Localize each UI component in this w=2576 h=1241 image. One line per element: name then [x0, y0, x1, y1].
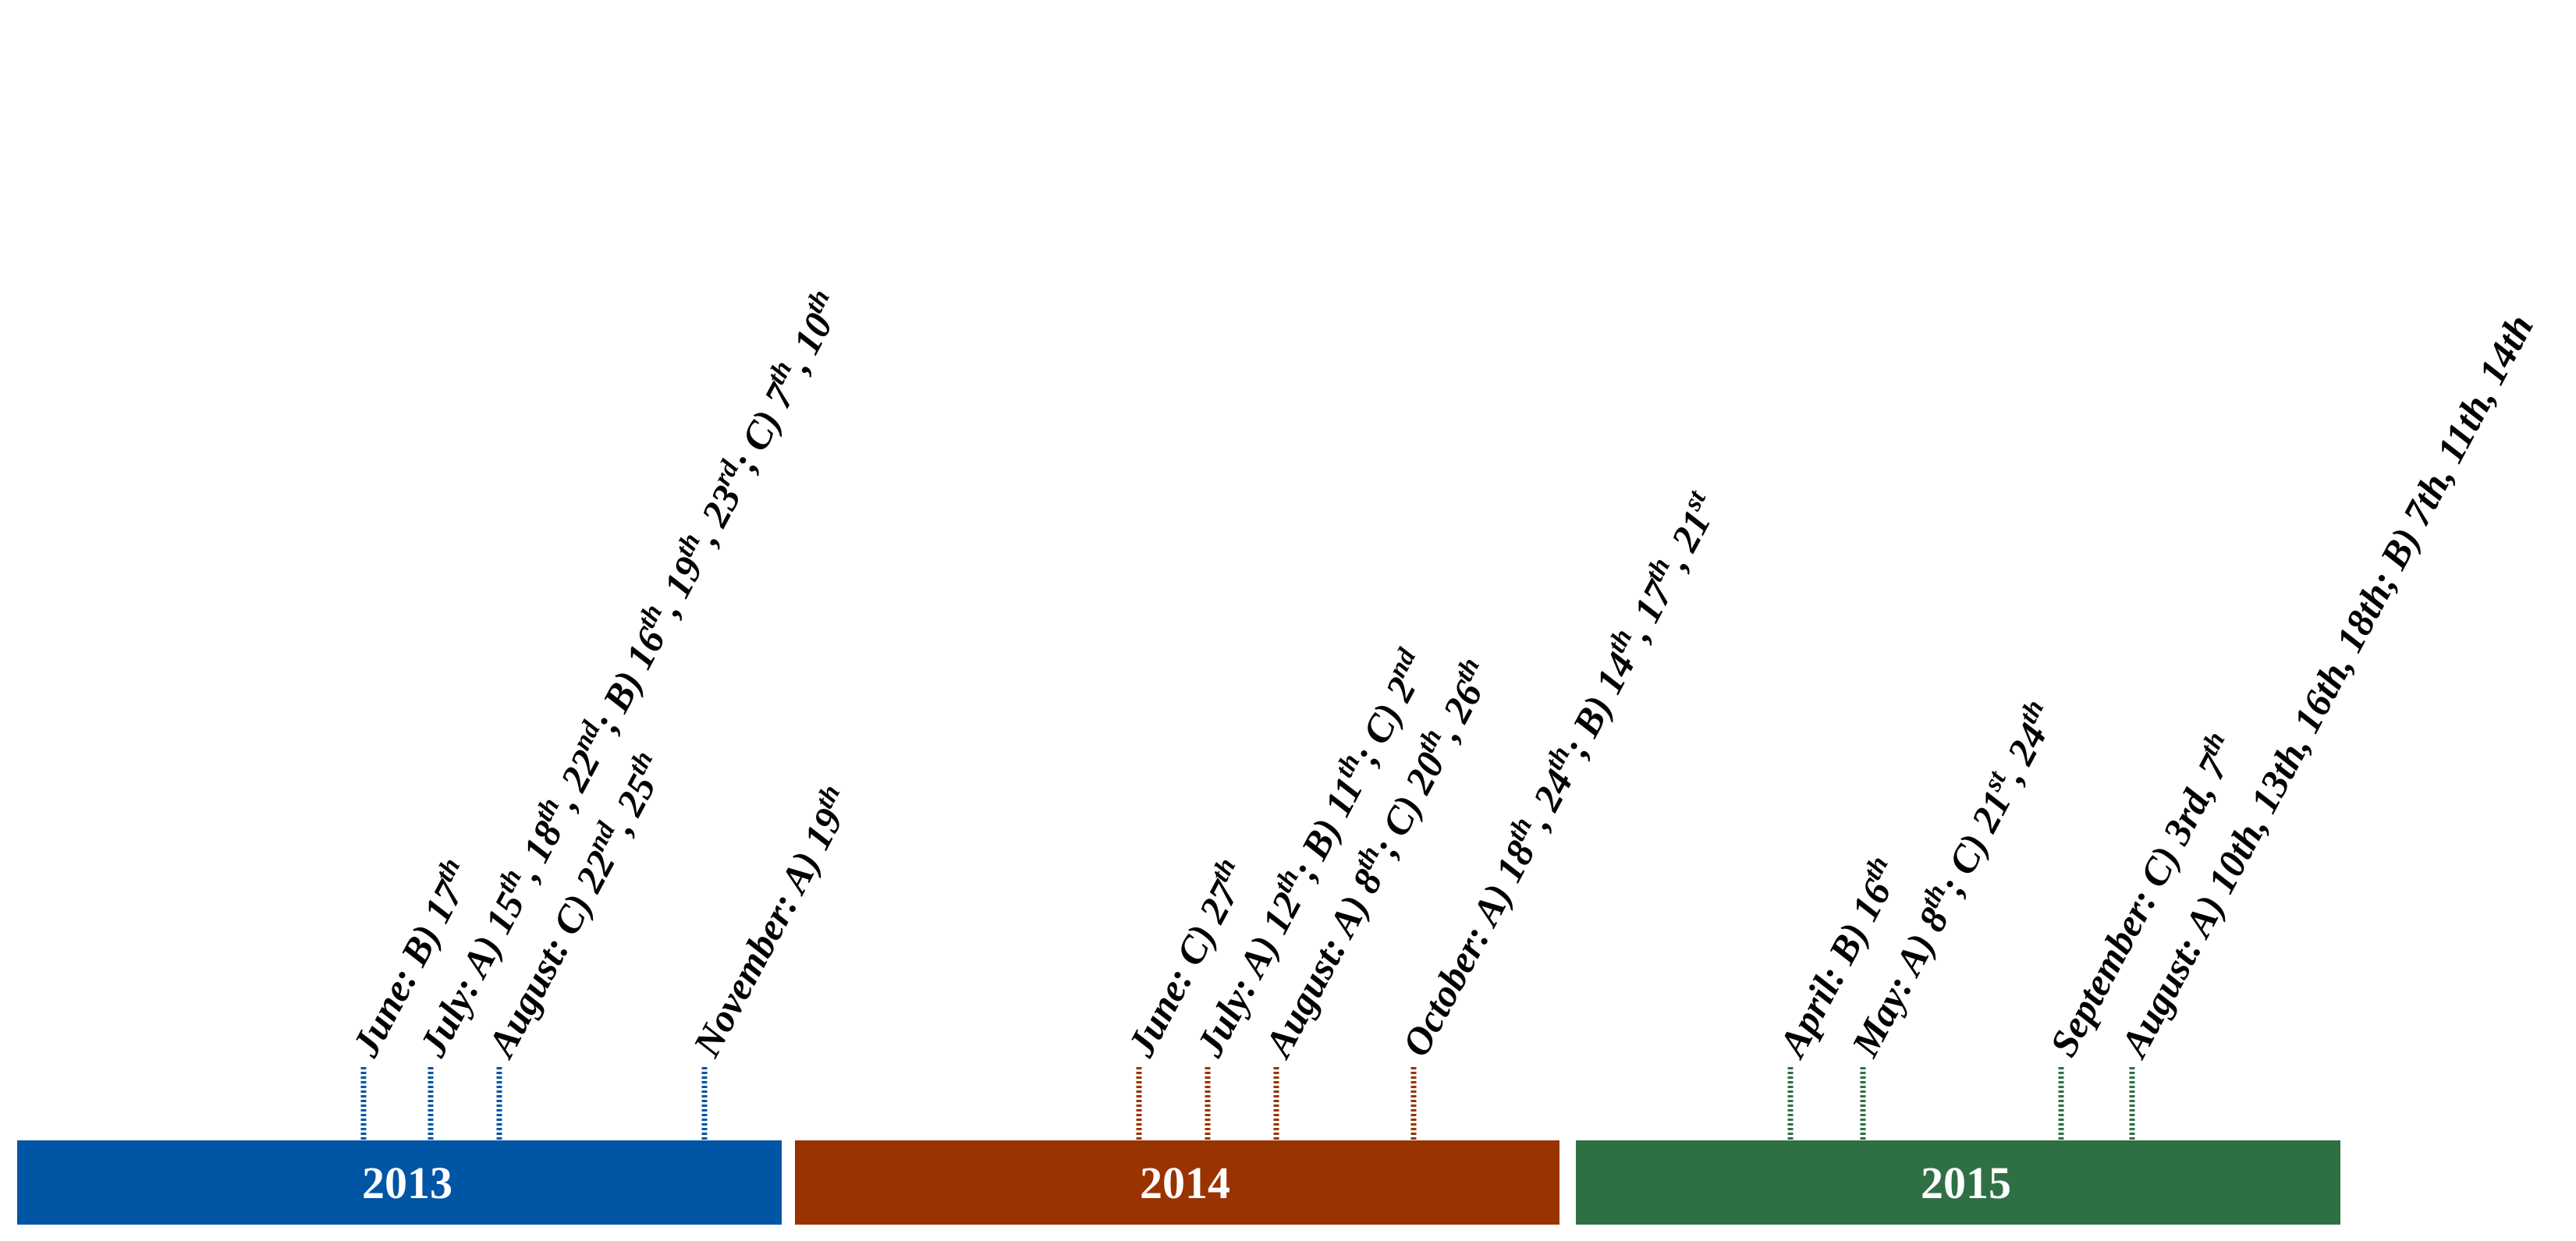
year-label: 2013: [362, 1158, 452, 1208]
event-label: November: A) 19th: [681, 780, 861, 1064]
year-label: 2014: [1140, 1158, 1230, 1208]
year-bar-2015: [1576, 1140, 2340, 1225]
event-text: October: A) 18: [1393, 834, 1543, 1063]
year-bar-2013: [17, 1140, 782, 1225]
event-text: ; C) 21: [1929, 783, 2020, 901]
year-label: 2015: [1921, 1158, 2011, 1208]
event-label: August: A) 10th, 13th, 16th, 18th; B) 7t…: [2111, 307, 2542, 1065]
event-text: August: A) 10th, 13th, 16th, 18th; B) 7t…: [2111, 307, 2542, 1065]
event-label: July: A) 15th, 18th, 22nd; B) 16th, 19th…: [407, 285, 851, 1064]
event-label-group: July: A) 15th, 18th, 22nd; B) 16th, 19th…: [407, 285, 851, 1064]
year-bar-2014: [795, 1140, 1559, 1225]
event-text: ; C) 7: [722, 376, 804, 478]
event-text: November: A) 19: [684, 801, 852, 1064]
event-label-group: August: A) 10th, 13th, 16th, 18th; B) 7t…: [2111, 307, 2542, 1065]
event-label-group: November: A) 19th: [681, 780, 861, 1064]
event-text: ; B) 14: [1553, 645, 1644, 763]
event-text: ; B) 16: [584, 621, 674, 739]
